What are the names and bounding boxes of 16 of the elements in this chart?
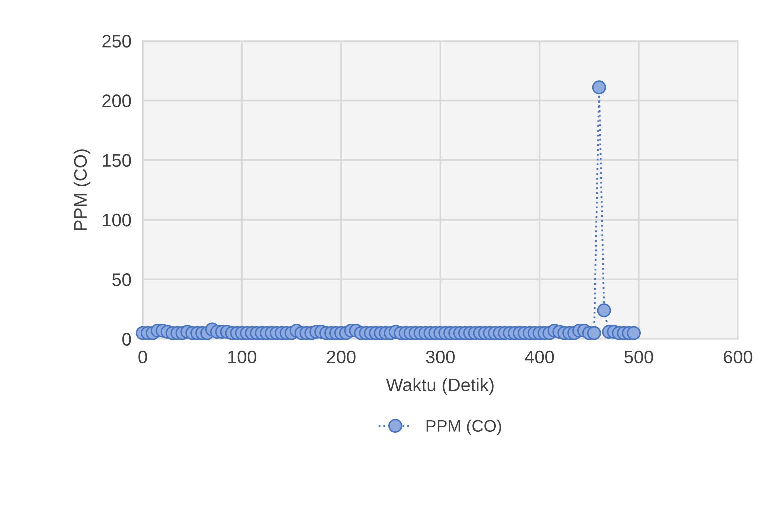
y-axis-title: PPM (CO) [74,150,91,230]
y-tick-label: 250 [102,35,132,48]
x-tick-label: 200 [327,350,356,364]
x-axis-title: Waktu (Detik) [386,378,494,396]
x-tick-label: 100 [228,350,257,364]
y-tick-label: 150 [103,154,132,168]
y-tick-label: 200 [102,94,132,108]
y-tick-label: 100 [103,214,132,227]
y-tick-label: 50 [112,274,132,286]
x-tick-label: 400 [525,350,554,364]
x-tick-label: 300 [426,350,455,364]
x-tick-label: 600 [724,350,753,364]
x-tick-label: 500 [624,350,654,364]
legend-label: PPM (CO) [426,420,502,436]
y-tick-label: 0 [122,333,132,346]
x-tick-label: 0 [138,350,148,364]
